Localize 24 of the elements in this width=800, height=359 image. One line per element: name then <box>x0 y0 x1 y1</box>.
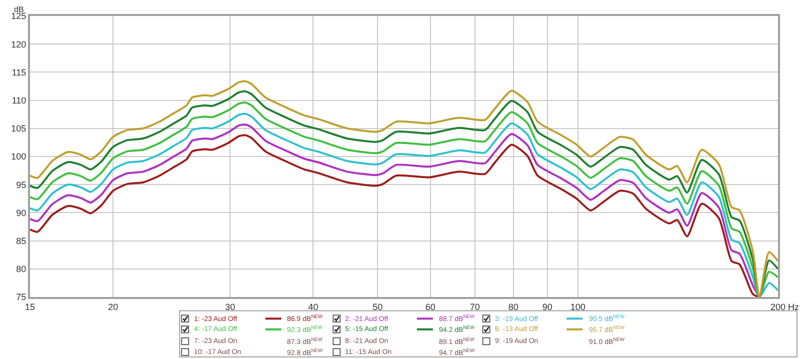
y-tick-label: 100 <box>11 152 26 162</box>
y-tick-label: 80 <box>16 264 26 274</box>
y-tick-label: 110 <box>12 95 26 106</box>
x-tick-label: 90 <box>542 302 552 312</box>
x-tick-label: 30 <box>225 302 236 312</box>
x-tick-label: 50 <box>372 302 383 312</box>
x-axis-title: Hz <box>788 302 800 312</box>
y-tick-label: 85 <box>16 236 26 246</box>
x-tick-label: 60 <box>425 302 436 312</box>
x-tick-label: 70 <box>470 302 480 312</box>
y-tick-label: 75 <box>16 292 26 302</box>
y-tick-label: 120 <box>11 39 26 50</box>
y-tick-label: 105 <box>11 124 26 134</box>
y-tick-label: 95 <box>16 180 26 190</box>
x-tick-label: 200 <box>770 302 786 312</box>
y-tick-label: 125 <box>11 11 26 22</box>
x-tick-label: 40 <box>308 302 318 312</box>
y-tick-label: 115 <box>12 67 26 78</box>
y-axis-title: dB <box>14 5 24 14</box>
x-tick-label: 20 <box>108 302 118 312</box>
x-tick-label: 80 <box>508 302 518 312</box>
y-tick-label: 90 <box>16 208 26 218</box>
x-tick-label: 100 <box>570 302 586 312</box>
x-tick-label: 15 <box>24 302 36 312</box>
